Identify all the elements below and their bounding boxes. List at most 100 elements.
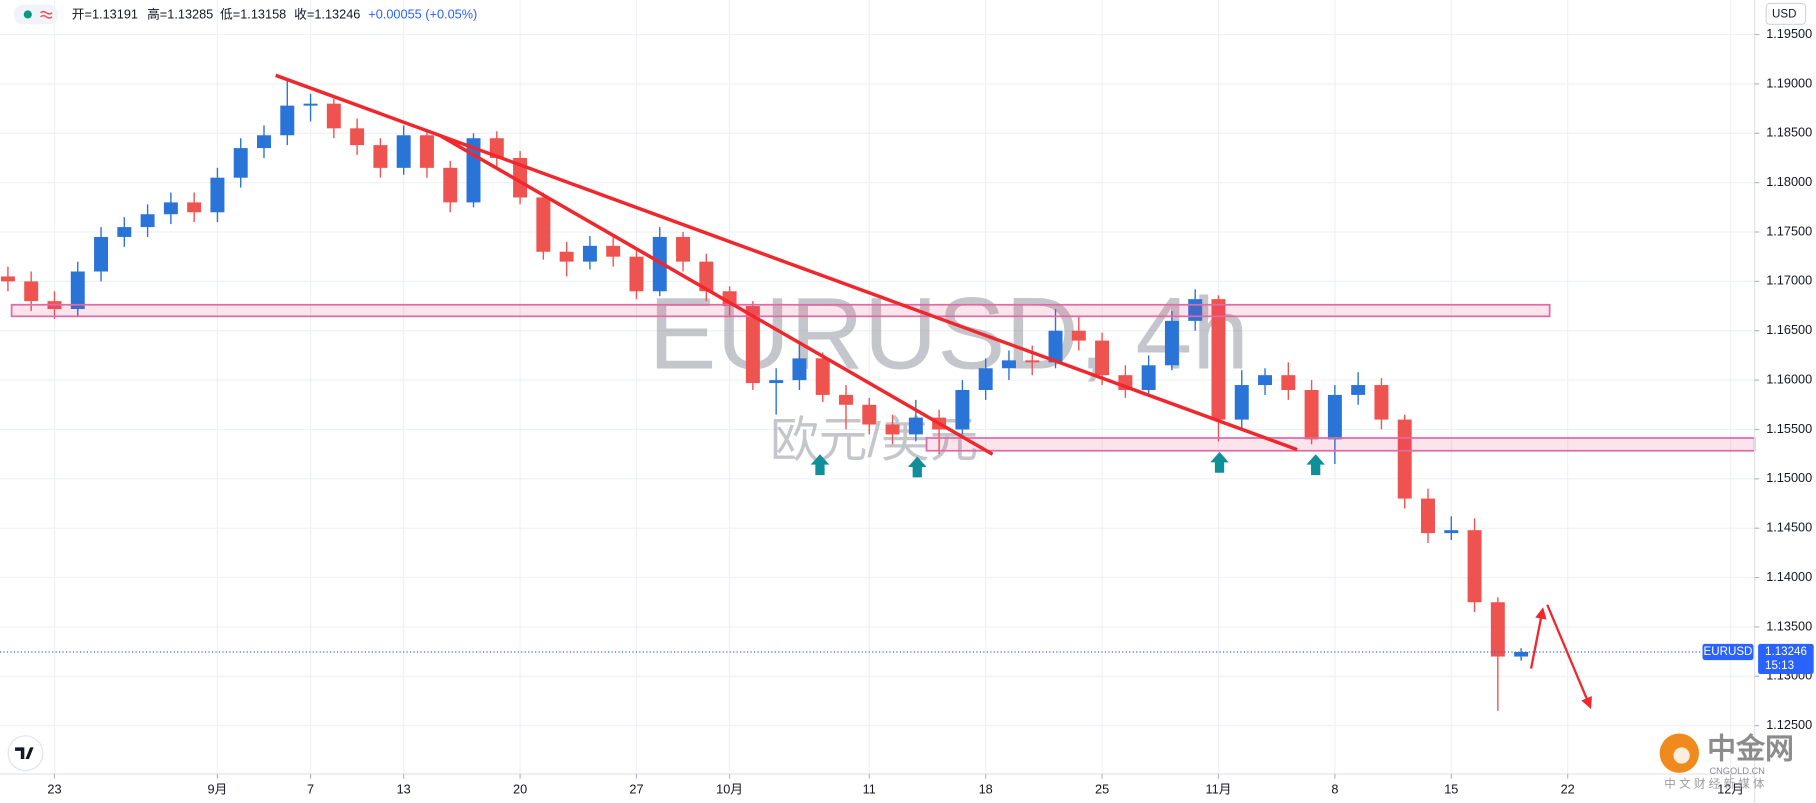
y-tick-label: 1.17000 xyxy=(1766,273,1812,288)
y-tick-label: 1.19500 xyxy=(1766,26,1812,41)
up-arrow xyxy=(908,456,927,478)
candle-body xyxy=(1071,330,1086,341)
x-tick-label: 18 xyxy=(979,782,993,797)
candle-body xyxy=(839,394,853,405)
candle-body xyxy=(326,103,341,129)
candle-body xyxy=(1001,360,1016,369)
logo-domain: CNGOLD.CN xyxy=(1709,766,1765,776)
x-tick-label: 10月 xyxy=(716,782,743,797)
candle-body xyxy=(1514,652,1529,657)
candle-body xyxy=(629,256,644,292)
x-tick-label: 9月 xyxy=(208,782,228,797)
x-tick-label: 11 xyxy=(863,782,876,797)
candle-body xyxy=(303,103,318,106)
x-tick-label: 15 xyxy=(1444,782,1458,797)
candle-body xyxy=(1327,394,1342,440)
trend-line xyxy=(439,134,994,456)
candle-body xyxy=(1281,375,1296,390)
candle-body xyxy=(443,167,458,203)
y-tick-label: 1.17500 xyxy=(1766,223,1812,238)
candle-body xyxy=(908,417,923,435)
x-tick-label: 23 xyxy=(47,782,61,797)
countdown-label: 15:13 xyxy=(1765,660,1794,672)
candle-body xyxy=(1095,340,1110,376)
last-price: EURUSD 1.13246 15:13 xyxy=(0,643,1814,675)
grid xyxy=(0,0,1755,775)
x-tick-label: 8 xyxy=(1331,782,1338,797)
y-tick-label: 1.14500 xyxy=(1766,520,1812,535)
site-logo: 中金网 CNGOLD.CN 中 文 财 经 新 媒 体 xyxy=(1659,733,1794,791)
legend-open: 开=1.13191 xyxy=(72,6,138,21)
zone xyxy=(10,303,1551,318)
y-tick-label: 1.16500 xyxy=(1766,322,1812,337)
candle-body xyxy=(1351,385,1366,395)
up-arrow xyxy=(1210,451,1229,473)
x-tick-label: 12月 xyxy=(1717,782,1744,797)
candle-body xyxy=(373,145,388,168)
symbol-label: EURUSD xyxy=(1704,646,1753,658)
candle-body xyxy=(140,214,155,228)
candle-body xyxy=(699,261,714,292)
candle-body xyxy=(582,245,597,262)
candle-body xyxy=(1304,389,1319,440)
symbol-label-box xyxy=(1702,643,1754,661)
candle-body xyxy=(24,281,39,302)
candle-body xyxy=(978,368,993,390)
candle-body xyxy=(210,177,225,213)
candle-body xyxy=(0,276,15,282)
candle-body xyxy=(257,135,271,149)
candle-body xyxy=(1141,365,1156,390)
candle-body xyxy=(955,389,970,430)
forecast-arrow xyxy=(1546,604,1592,709)
y-tick-label: 1.19000 xyxy=(1766,75,1812,90)
x-tick-label: 27 xyxy=(629,782,643,797)
candle-body xyxy=(163,202,178,215)
x-tick-label: 20 xyxy=(513,782,527,797)
legend: 开=1.13191 高=1.13285 低=1.13158 收=1.13246 … xyxy=(13,4,477,25)
candle-body xyxy=(489,138,504,158)
y-tick-label: 1.12500 xyxy=(1766,717,1812,732)
candle-body xyxy=(396,135,411,168)
y-tick-label: 1.15000 xyxy=(1766,470,1812,485)
candle-body xyxy=(769,380,784,384)
candle-body xyxy=(1374,385,1389,420)
currency-label[interactable]: USD xyxy=(1772,9,1796,21)
x-tick-label: 25 xyxy=(1095,782,1109,797)
legend-low: 低=1.13158 xyxy=(220,6,286,21)
y-tick-label: 1.15500 xyxy=(1766,421,1812,436)
y-tick-label: 1.13500 xyxy=(1766,618,1812,633)
status-icon xyxy=(40,10,53,19)
logo-tagline: 中 文 财 经 新 媒 体 xyxy=(1664,777,1765,791)
candle-body xyxy=(536,197,551,252)
y-tick-label: 1.18500 xyxy=(1766,125,1812,140)
y-tick-label: 1.14000 xyxy=(1766,569,1812,584)
currency-button[interactable]: USD xyxy=(1765,2,1807,25)
candle-body xyxy=(1164,320,1179,366)
candle-body xyxy=(94,236,109,272)
up-arrow xyxy=(810,454,830,476)
candle-body xyxy=(676,236,691,262)
currency-button-box[interactable] xyxy=(1765,2,1807,25)
candle-body xyxy=(1234,385,1249,420)
candle-body xyxy=(280,105,295,136)
tv-logo xyxy=(7,735,44,772)
candle-body xyxy=(1025,360,1040,363)
legend-close: 收=1.13246 xyxy=(294,6,360,21)
x-tick-label: 13 xyxy=(397,782,411,797)
candle-body xyxy=(1421,498,1435,534)
logo-name: 中金网 xyxy=(1707,733,1794,766)
legend-change: +0.00055 (+0.05%) xyxy=(368,6,477,21)
candle-body xyxy=(1444,530,1459,534)
x-tick-label: 7 xyxy=(307,782,314,797)
candle-body xyxy=(1258,375,1273,386)
y-tick-label: 1.16000 xyxy=(1766,371,1812,386)
candle-body xyxy=(1490,602,1505,657)
candle-body xyxy=(1467,530,1482,603)
candle-body xyxy=(1397,419,1412,499)
candle-body xyxy=(117,227,132,237)
candle-body xyxy=(792,358,807,381)
status-dot xyxy=(23,10,32,19)
